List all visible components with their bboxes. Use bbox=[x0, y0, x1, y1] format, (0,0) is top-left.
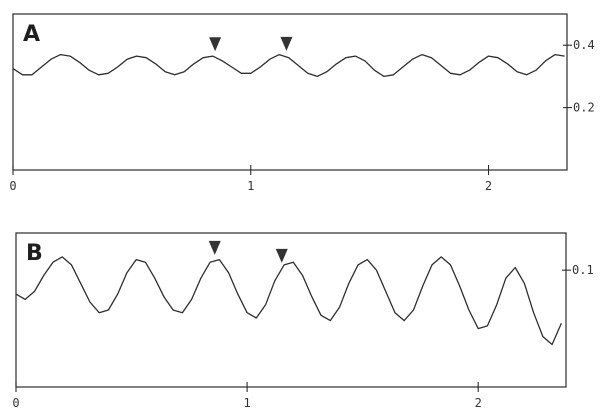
plot-frame bbox=[12, 13, 568, 171]
y-tick-label: 0.4 bbox=[573, 38, 595, 52]
plot-frame bbox=[15, 232, 567, 388]
y-tick-label: 0.2 bbox=[573, 101, 595, 115]
triangle-marker-icon bbox=[275, 248, 288, 263]
x-tick-label: 1 bbox=[247, 179, 254, 193]
triangle-marker-icon bbox=[208, 240, 221, 255]
panel-b: B 0 1 2 0.1 bbox=[12, 232, 594, 410]
triangle-marker-icon bbox=[209, 37, 222, 52]
panel-a: A 0 1 2 0.4 0.2 bbox=[9, 13, 595, 193]
x-tick-label: 2 bbox=[475, 396, 482, 410]
panel-label: B bbox=[26, 241, 43, 266]
x-tick-label: 0 bbox=[9, 179, 16, 193]
signal-trace bbox=[15, 256, 562, 346]
x-tick-label: 2 bbox=[485, 179, 492, 193]
x-tick-label: 1 bbox=[243, 396, 250, 410]
x-tick-label: 0 bbox=[12, 396, 19, 410]
y-tick-label: 0.1 bbox=[572, 263, 594, 277]
panel-label: A bbox=[23, 22, 40, 47]
triangle-marker-icon bbox=[280, 36, 293, 51]
signal-trace bbox=[12, 53, 565, 78]
